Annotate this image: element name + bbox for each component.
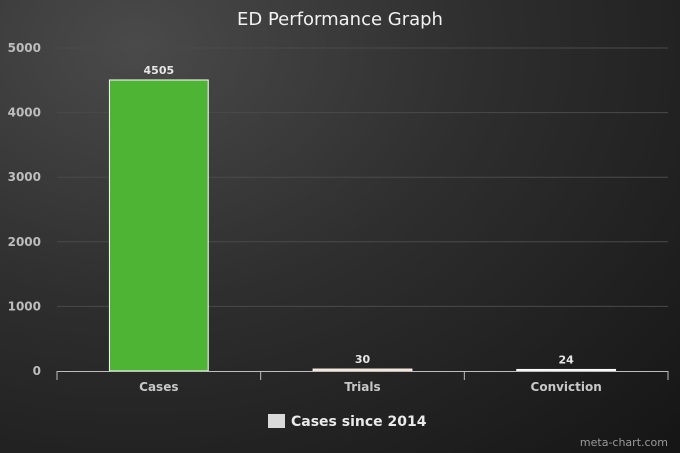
- x-tick-label: Conviction: [531, 380, 602, 394]
- y-tick-label: 2000: [8, 235, 41, 249]
- legend-label[interactable]: Cases since 2014: [291, 414, 427, 430]
- data-label: 30: [355, 353, 371, 366]
- x-tick-label: Trials: [344, 380, 380, 394]
- y-axis: 0 1000 2000 3000 4000 5000: [8, 41, 41, 378]
- bar-conviction[interactable]: [516, 368, 617, 372]
- y-tick-label: 5000: [8, 41, 41, 55]
- bars: 4505 30 24: [108, 64, 617, 372]
- chart-title: ED Performance Graph: [237, 9, 443, 30]
- legend-swatch[interactable]: [268, 414, 285, 428]
- data-label: 24: [559, 353, 575, 366]
- x-tick-label: Cases: [139, 380, 178, 394]
- bar-trials[interactable]: [312, 368, 413, 372]
- y-tick-label: 3000: [8, 170, 41, 184]
- data-label: 4505: [144, 64, 175, 77]
- y-tick-label: 1000: [8, 299, 41, 313]
- y-tick-label: 0: [33, 364, 41, 378]
- credit-text[interactable]: meta-chart.com: [580, 436, 668, 449]
- bar-cases[interactable]: [108, 79, 209, 372]
- x-axis: Cases Trials Conviction: [56, 371, 669, 394]
- y-tick-label: 4000: [8, 106, 41, 120]
- legend[interactable]: Cases since 2014: [268, 414, 427, 430]
